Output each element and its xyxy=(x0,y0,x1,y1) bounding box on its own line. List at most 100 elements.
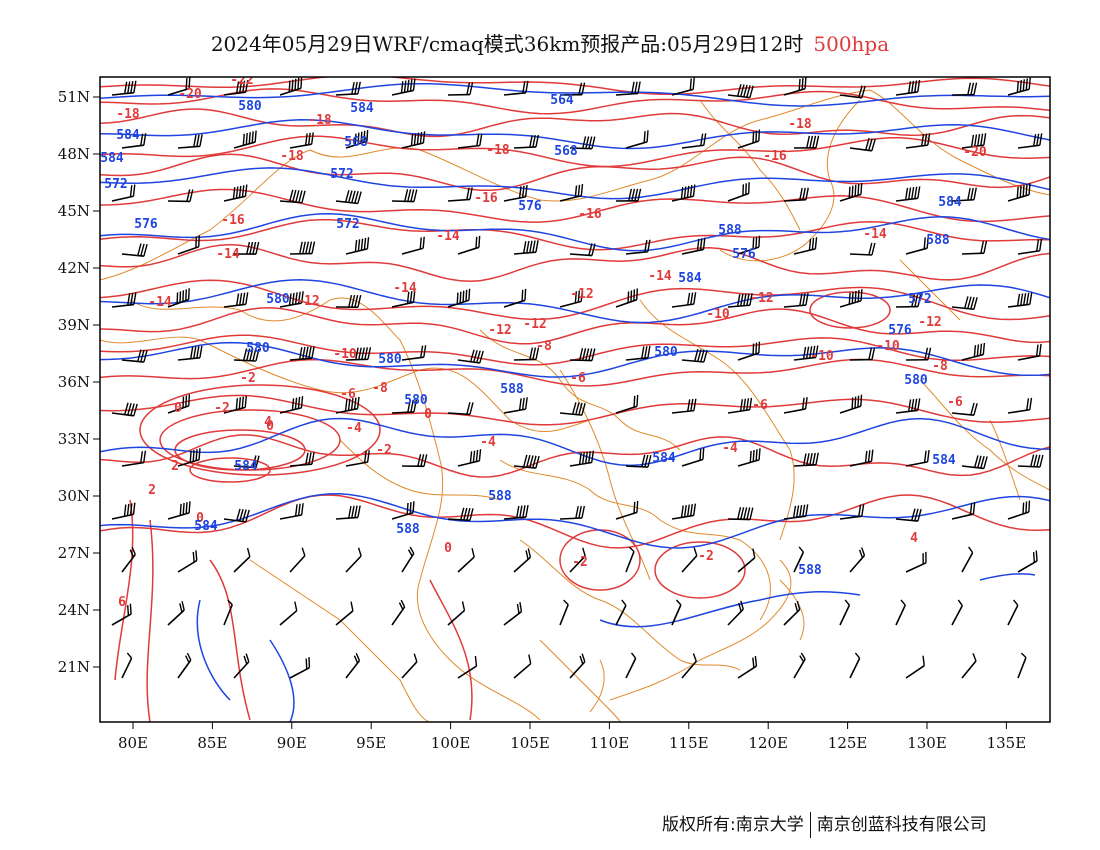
wind-barb xyxy=(681,547,698,573)
temperature-label: -12 xyxy=(488,323,511,338)
wind-barb xyxy=(671,599,682,626)
wind-barb xyxy=(345,652,361,679)
wind-barb xyxy=(1017,652,1027,679)
wind-barb xyxy=(951,296,978,311)
temperature-label: -2 xyxy=(214,401,230,416)
lat-tick-label: 33N xyxy=(58,430,90,448)
lon-tick-label: 80E xyxy=(118,734,148,752)
geopotential-contour xyxy=(269,639,295,722)
geopotential-label: 576 xyxy=(134,217,158,232)
geopotential-label: 584 xyxy=(100,151,124,166)
wind-barb xyxy=(839,85,866,99)
wind-barb xyxy=(223,599,234,626)
wind-barb xyxy=(727,397,753,414)
geopotential-label: 572 xyxy=(330,167,353,182)
wind-barb xyxy=(121,133,147,149)
temperature-label: -14 xyxy=(863,227,887,242)
geopotential-labels: 580 584 564 584 584 568 568 572 572 576 576 572 584 5… xyxy=(100,93,962,578)
wind-barb xyxy=(335,81,361,96)
lat-tick-label: 39N xyxy=(58,316,90,334)
wind-barb xyxy=(839,182,863,202)
geopotential-label: 584 xyxy=(938,195,962,210)
wind-barb xyxy=(279,189,306,204)
geopotential-label: 584 xyxy=(116,128,140,143)
wind-barb xyxy=(345,450,370,467)
wind-barb xyxy=(513,134,540,149)
wind-barb xyxy=(793,546,805,573)
lat-tick-label: 30N xyxy=(58,487,90,505)
wind-barb xyxy=(895,599,907,626)
wind-barb xyxy=(457,235,481,255)
wind-barb xyxy=(233,241,260,255)
wind-barb xyxy=(951,502,976,520)
wind-barb xyxy=(121,450,147,467)
wind-barb xyxy=(681,653,697,679)
wind-barb xyxy=(559,599,569,626)
temperature-label: 0 xyxy=(174,401,182,416)
temperature-label: -22 xyxy=(230,73,253,88)
temperature-label: -12 xyxy=(523,317,546,332)
geopotential-label: 588 xyxy=(798,563,822,578)
temperature-isotherm xyxy=(100,188,1050,223)
wind-barb xyxy=(569,450,595,467)
temperature-label: -12 xyxy=(918,315,941,330)
wind-barb xyxy=(905,449,930,467)
geopotential-label: 580 xyxy=(378,352,402,367)
geopotential-label: 580 xyxy=(404,393,428,408)
lat-tick-label: 27N xyxy=(58,544,90,562)
wind-barb xyxy=(447,601,466,626)
wind-barb xyxy=(793,652,806,679)
wind-barb xyxy=(905,236,929,255)
temperature-label: -12 xyxy=(296,294,319,309)
temperature-label: -14 xyxy=(216,247,240,262)
temperature-label: -4 xyxy=(480,435,496,450)
geopotential-label: 584 xyxy=(652,451,676,466)
wind-barb xyxy=(961,455,988,470)
temperature-isotherm xyxy=(100,108,1050,138)
wind-barb xyxy=(401,546,415,573)
temperature-closed-contour xyxy=(189,457,271,483)
temperature-closed-contour xyxy=(809,291,891,329)
wind-barb xyxy=(167,501,191,520)
wind-barb xyxy=(177,550,198,573)
map-background xyxy=(100,77,1050,722)
temperature-label: -12 xyxy=(570,287,593,302)
temperature-label: -16 xyxy=(763,149,787,164)
wind-barb xyxy=(783,77,807,96)
wind-barb xyxy=(223,395,247,414)
wind-barb xyxy=(849,449,874,467)
wind-barb xyxy=(177,345,203,361)
wind-barb xyxy=(951,402,978,416)
wind-barb xyxy=(335,396,360,414)
temperature-isotherm xyxy=(100,279,1050,321)
lat-tick-label: 45N xyxy=(58,202,90,220)
geopotential-label: 588 xyxy=(718,223,742,238)
wind-barb xyxy=(951,599,964,626)
wind-barb xyxy=(111,184,136,202)
wind-barb xyxy=(793,237,818,255)
wind-barb xyxy=(615,500,639,520)
temperature-label: -4 xyxy=(346,421,362,436)
wind-barb xyxy=(961,133,987,149)
lat-tick-label: 36N xyxy=(58,373,90,391)
wind-barb xyxy=(503,80,529,96)
wind-barb xyxy=(951,82,978,96)
wind-barb xyxy=(783,504,809,520)
temperature-label: -6 xyxy=(947,395,963,410)
geopotential-label: 584 xyxy=(194,519,218,534)
wind-barb xyxy=(1007,397,1033,414)
wind-barb xyxy=(391,501,415,520)
wind-barb xyxy=(951,187,977,202)
temperature-label: -20 xyxy=(178,87,202,102)
temperature-isotherm xyxy=(100,153,1050,192)
wind-barb xyxy=(111,80,137,96)
wind-barb xyxy=(391,189,418,203)
wind-barb xyxy=(905,551,927,573)
geopotential-label: 588 xyxy=(500,382,524,397)
wind-barb xyxy=(345,347,372,361)
temperature-isotherm xyxy=(100,494,1050,549)
lon-tick-label: 120E xyxy=(748,734,788,752)
temperature-label: -10 xyxy=(810,349,834,364)
wind-barb xyxy=(625,546,635,573)
